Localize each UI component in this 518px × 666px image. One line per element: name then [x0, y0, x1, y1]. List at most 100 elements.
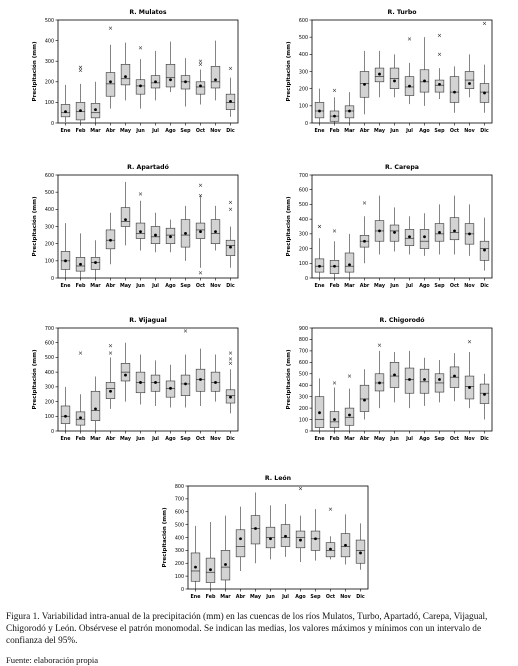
- outlier-stroke: [228, 361, 233, 366]
- x-tick-label: Sep: [180, 128, 191, 134]
- iqr-box: [105, 72, 116, 97]
- x-tick-label: Oct: [196, 283, 206, 289]
- x-tick-label: Jun: [389, 436, 399, 442]
- mean-marker: [229, 245, 232, 249]
- y-tick-label: 600: [299, 18, 308, 24]
- mean-marker: [214, 78, 217, 82]
- mean-marker: [184, 231, 187, 235]
- outlier-stroke: [437, 52, 442, 57]
- x-tick-label: May: [120, 128, 132, 134]
- y-tick-label: 400: [45, 38, 54, 44]
- box-Feb: [329, 88, 340, 123]
- box-Ene: [314, 88, 325, 123]
- x-tick-label: Dic: [356, 594, 365, 600]
- outlier-marker: [332, 88, 337, 93]
- x-tick-label: Oct: [196, 436, 206, 442]
- outlier-stroke: [407, 37, 412, 41]
- outlier-marker: [228, 200, 233, 205]
- iqr-box: [419, 368, 430, 394]
- x-tick-label: May: [120, 436, 132, 442]
- y-tick-label: 300: [45, 385, 54, 391]
- box-Jul: [404, 37, 415, 105]
- x-tick-label: Abr: [360, 436, 370, 442]
- box-Sep: [180, 205, 191, 261]
- mean-marker: [438, 378, 441, 381]
- mean-marker: [139, 381, 142, 384]
- outlier-marker: [198, 62, 203, 66]
- iqr-box: [90, 390, 101, 421]
- iqr-box: [60, 405, 71, 424]
- box-Dic: [355, 523, 366, 570]
- figure-caption: Figura 1. Variabilidad intra-anual de la…: [6, 612, 488, 646]
- y-tick-label: 200: [175, 561, 184, 567]
- outlier-marker: [482, 21, 487, 26]
- box-Nov: [464, 204, 475, 256]
- box-Oct: [325, 507, 336, 560]
- mean-marker: [483, 248, 486, 252]
- outlier-stroke: [138, 317, 143, 321]
- outlier-stroke: [228, 200, 233, 205]
- box-Jun: [135, 46, 146, 109]
- outlier-marker: [108, 343, 113, 348]
- mean-marker: [423, 378, 426, 381]
- x-tick-label: Jul: [405, 436, 413, 442]
- plot-frame: [311, 174, 493, 279]
- x-tick-label: Ago: [419, 436, 430, 442]
- x-tick-label: Sep: [180, 436, 191, 442]
- box-Ago: [295, 486, 306, 562]
- mean-marker: [393, 230, 396, 234]
- outlier-marker: [108, 351, 113, 355]
- outlier-marker: [332, 229, 337, 233]
- mean-marker: [363, 82, 366, 86]
- outlier-stroke: [198, 193, 203, 198]
- y-axis-label: Precipitación (mm): [31, 41, 38, 101]
- mean-marker: [124, 75, 127, 79]
- x-tick-label: Dic: [226, 128, 235, 134]
- mean-marker: [184, 382, 187, 386]
- y-tick-label: 200: [299, 86, 308, 92]
- box-May: [374, 343, 385, 409]
- mean-marker: [94, 407, 97, 411]
- x-tick-label: Ene: [315, 436, 326, 442]
- mean-marker: [318, 109, 321, 113]
- mean-marker: [169, 78, 172, 82]
- x-tick-label: Feb: [76, 283, 86, 289]
- iqr-box: [449, 76, 460, 103]
- box-Sep: [310, 509, 321, 561]
- iqr-box: [210, 66, 221, 89]
- y-tick-label: 400: [299, 383, 308, 389]
- outlier-stroke: [332, 88, 337, 93]
- outlier-stroke: [108, 343, 113, 348]
- mean-marker: [229, 99, 232, 103]
- mean-marker: [393, 373, 396, 377]
- y-tick-label: 500: [299, 35, 308, 41]
- x-tick-label: Nov: [210, 283, 221, 289]
- outlier-stroke: [198, 62, 203, 66]
- x-tick-label: Oct: [196, 128, 206, 134]
- box-Ago: [165, 41, 176, 93]
- x-tick-label: Sep: [434, 283, 445, 289]
- box-Nov: [464, 54, 475, 98]
- outlier-stroke: [317, 224, 322, 229]
- box-Jun: [135, 317, 146, 405]
- outlier-stroke: [108, 351, 113, 355]
- box-Jul: [150, 360, 161, 406]
- x-tick-label: Dic: [226, 436, 235, 442]
- mean-marker: [408, 84, 411, 88]
- outlier-stroke: [467, 340, 472, 344]
- box-Dic: [225, 351, 236, 414]
- chart-title: R. León: [265, 474, 291, 482]
- outlier-marker: [108, 26, 113, 30]
- outlier-marker: [78, 65, 83, 70]
- mean-marker: [483, 392, 486, 396]
- x-tick-label: Jun: [389, 128, 399, 134]
- x-tick-label: Jul: [281, 594, 289, 600]
- box-Ene: [190, 525, 201, 589]
- box-Ago: [165, 364, 176, 408]
- x-tick-label: Ago: [295, 594, 306, 600]
- outlier-marker: [198, 271, 203, 275]
- y-tick-label: 0: [51, 276, 54, 282]
- outlier-stroke: [482, 21, 487, 26]
- box-Jul: [404, 350, 415, 409]
- mean-marker: [344, 543, 347, 547]
